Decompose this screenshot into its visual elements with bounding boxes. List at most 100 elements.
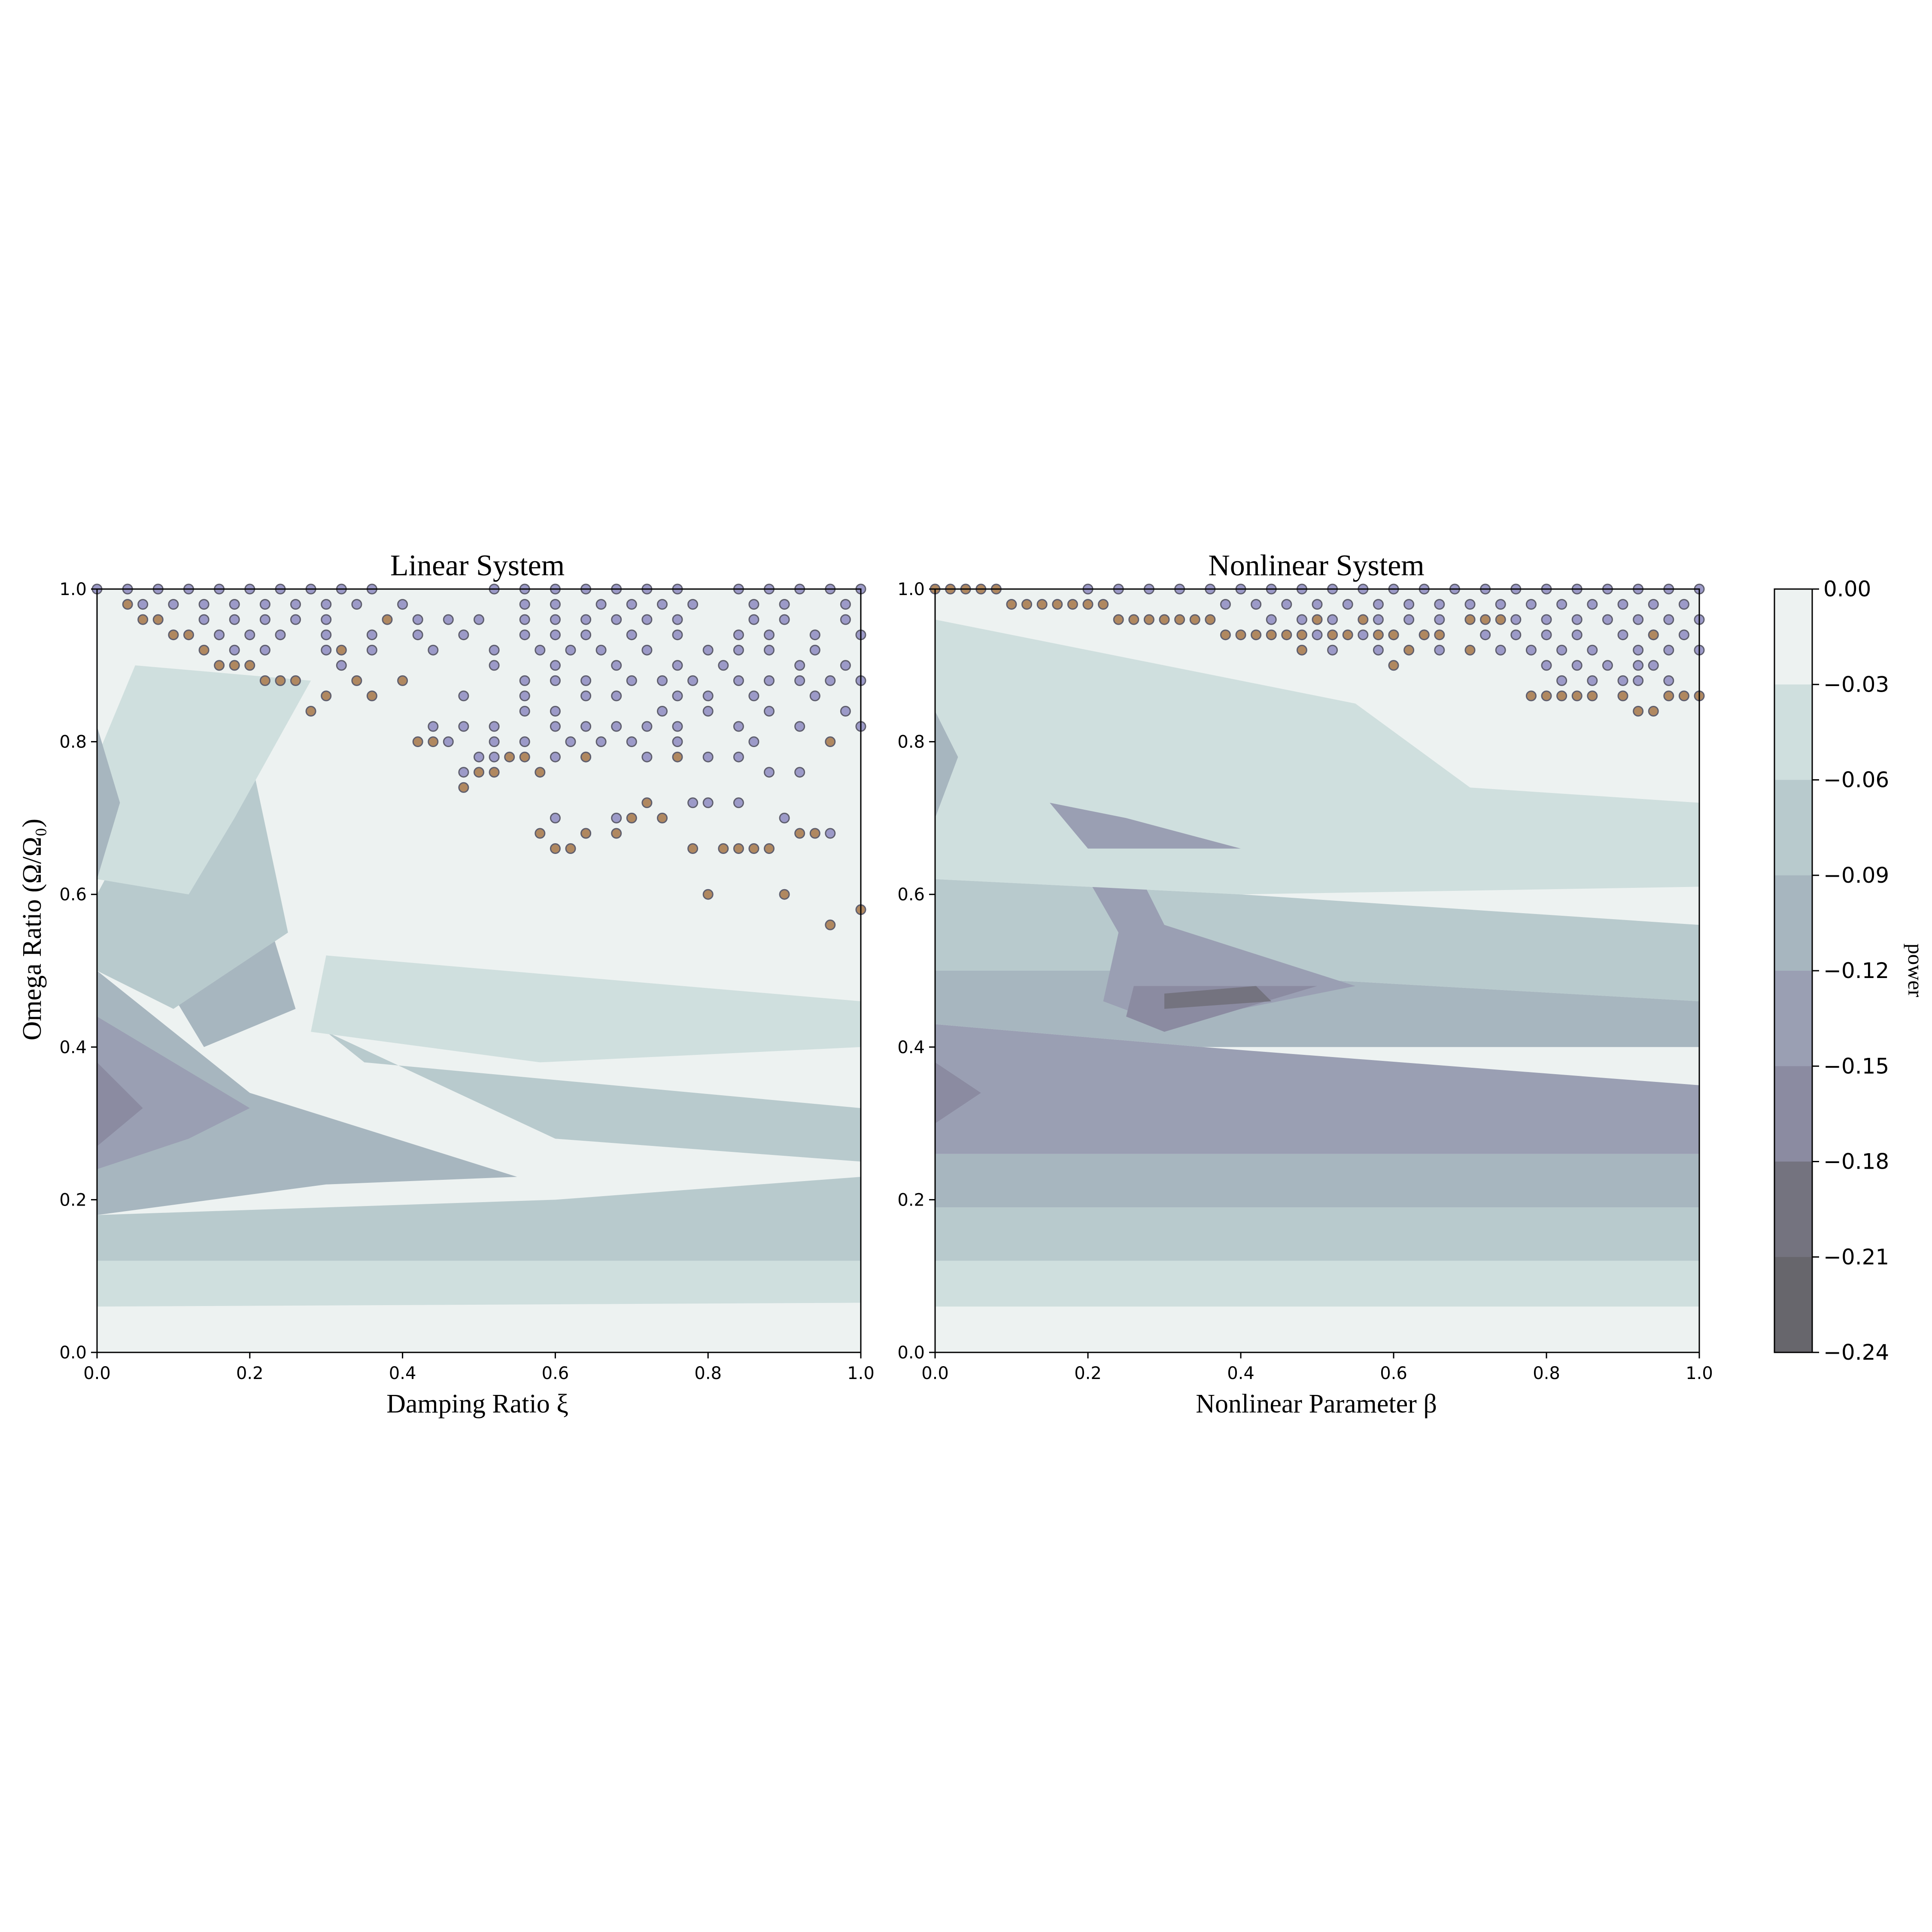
colorbar-ticks: 0.00 −0.03 −0.06 −0.09 −0.12 −0.15 −0.18 −0.21 −… (1812, 577, 1889, 1365)
data-point (641, 721, 653, 732)
contour-region (935, 1154, 1699, 1208)
data-point (794, 660, 805, 671)
data-point (519, 675, 530, 686)
data-point (1480, 614, 1491, 625)
y-tick-label: 1.0 (59, 580, 87, 599)
data-point (1251, 629, 1262, 641)
data-point (764, 767, 775, 778)
data-point (748, 599, 759, 610)
colorbar-band (1774, 589, 1812, 685)
data-point (1358, 629, 1369, 641)
data-point (1205, 614, 1216, 625)
data-point (1373, 614, 1384, 625)
y-tick-label: 1.0 (897, 580, 925, 599)
colorbar-tick-label: −0.03 (1823, 672, 1889, 697)
data-point (1296, 629, 1307, 641)
data-point (1052, 599, 1063, 610)
data-point (1067, 599, 1078, 610)
data-point (1556, 644, 1567, 656)
data-point (580, 828, 592, 839)
data-point (397, 675, 408, 686)
data-point (1587, 644, 1598, 656)
data-point (474, 614, 484, 625)
data-point (733, 629, 744, 641)
data-point (198, 614, 210, 625)
contour-layer (97, 589, 861, 1352)
data-point (535, 644, 546, 656)
x-axis-label: Damping Ratio ξ (386, 1389, 568, 1419)
data-point (183, 629, 194, 641)
x-tick-label: 0.4 (389, 1364, 416, 1383)
data-point (550, 599, 561, 610)
data-point (1403, 644, 1415, 656)
data-point (733, 675, 744, 686)
data-point (550, 675, 561, 686)
data-point (626, 629, 637, 641)
data-point (1602, 614, 1613, 625)
data-point (580, 690, 592, 702)
y-tick-label: 0.8 (59, 732, 87, 752)
data-point (657, 706, 668, 717)
data-point (275, 629, 286, 641)
data-point (1327, 629, 1338, 641)
marker-layer (91, 583, 866, 930)
data-point (198, 644, 210, 656)
data-point (580, 614, 592, 625)
data-point (641, 751, 653, 762)
data-point (1495, 614, 1506, 625)
data-point (1571, 629, 1583, 641)
data-point (229, 614, 240, 625)
y-tick-label: 0.6 (897, 885, 925, 905)
data-point (1342, 629, 1353, 641)
colorbar-band (1774, 875, 1812, 971)
data-point (1434, 599, 1445, 610)
data-point (1312, 614, 1323, 625)
data-point (672, 736, 683, 747)
data-point (519, 614, 530, 625)
data-point (641, 797, 653, 808)
data-point (1556, 599, 1567, 610)
contour-region (97, 1062, 143, 1146)
data-point (1434, 644, 1445, 656)
panel-nonlinear-system: Nonlinear System 0.0 0.2 0.4 0.6 0.8 1.00.00.… (897, 549, 1713, 1419)
contour-region (935, 1024, 1699, 1154)
data-point (565, 736, 576, 747)
contour-region (1050, 802, 1241, 849)
x-axis-label: Nonlinear Parameter β (1196, 1389, 1437, 1419)
y-tick-label: 0.4 (897, 1038, 925, 1057)
colorbar-tick-label: −0.12 (1823, 958, 1889, 983)
data-point (535, 767, 546, 778)
data-point (412, 614, 423, 625)
data-point (687, 675, 699, 686)
data-point (718, 843, 729, 854)
panel-linear-system: Linear System 0.0 0.2 0.4 0.6 0.8 1.00.00.20.… (18, 549, 875, 1419)
data-point (840, 614, 851, 625)
data-point (1281, 629, 1292, 641)
data-point (702, 644, 714, 656)
data-point (366, 629, 377, 641)
colorbar-tick-label: −0.24 (1823, 1340, 1889, 1365)
data-point (137, 614, 149, 625)
data-point (1434, 629, 1445, 641)
data-point (168, 629, 179, 641)
contour-region (1164, 986, 1272, 1009)
data-point (779, 614, 790, 625)
data-point (1633, 660, 1644, 671)
data-point (687, 843, 699, 854)
data-point (733, 721, 744, 732)
data-point (626, 736, 637, 747)
data-point (290, 599, 301, 610)
data-point (214, 660, 225, 671)
data-point (321, 614, 332, 625)
data-point (1678, 690, 1689, 702)
colorbar-tick-label: −0.15 (1823, 1054, 1889, 1078)
data-point (1220, 629, 1231, 641)
data-point (672, 721, 683, 732)
data-point (626, 675, 637, 686)
data-point (764, 644, 775, 656)
data-point (702, 751, 714, 762)
data-point (458, 721, 469, 732)
data-point (1266, 614, 1277, 625)
data-point (351, 599, 362, 610)
data-point (1098, 599, 1109, 610)
